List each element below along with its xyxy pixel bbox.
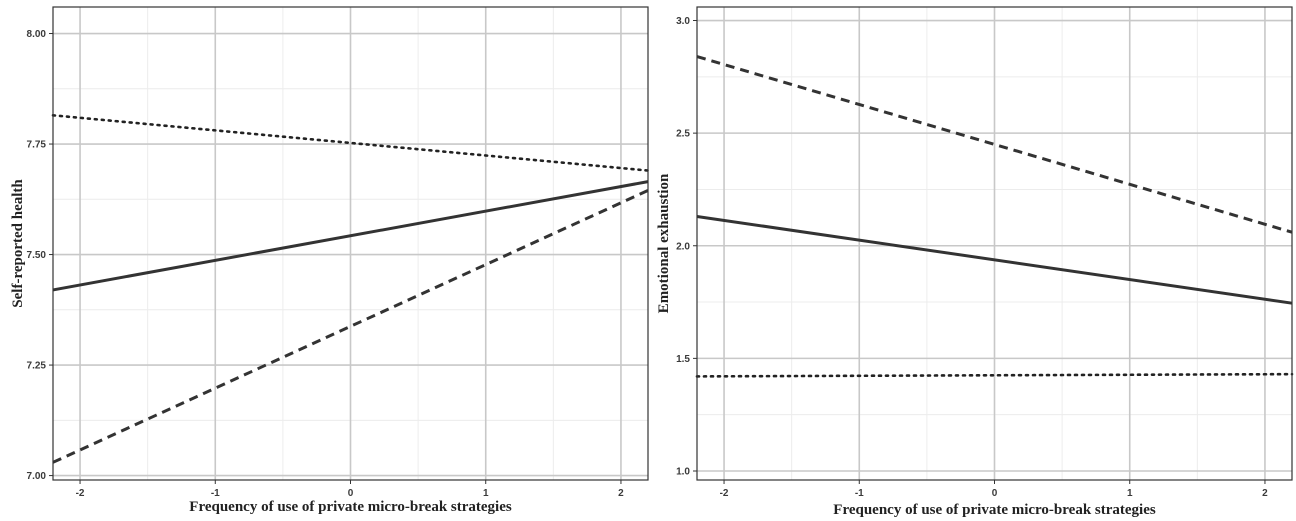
series-lines <box>695 55 1294 378</box>
x-axis-title: Frequency of use of private micro-break … <box>833 502 1156 518</box>
series-line-dashed <box>52 189 649 464</box>
major-gridlines <box>697 7 1292 480</box>
y-tick-label: 7.00 <box>27 471 47 482</box>
x-tick-label: 2 <box>1262 488 1268 499</box>
series-line-solid <box>696 214 1293 305</box>
y-tick-label: 7.75 <box>27 140 47 151</box>
series-line-dotted <box>51 114 650 172</box>
series-line-dashed <box>696 55 1293 234</box>
tick-labels: 1.0 1.5 2.0 2.5 3.0 -2 -1 0 1 2 <box>676 16 1268 499</box>
x-axis-title: Frequency of use of private micro-break … <box>189 499 512 515</box>
tick-labels: 7.00 7.25 7.50 7.75 8.00 -2 -1 0 1 2 <box>27 29 625 499</box>
x-tick-label: 1 <box>483 488 489 499</box>
x-tick-label: 2 <box>618 488 624 499</box>
y-tick-label: 3.0 <box>676 16 690 27</box>
x-tick-label: -1 <box>855 488 864 499</box>
x-tick-label: 1 <box>1127 488 1133 499</box>
x-tick-label: 0 <box>348 488 354 499</box>
y-axis-title: Self-reported health <box>10 179 26 308</box>
y-axis-title: Emotional exhaustion <box>656 173 672 313</box>
y-tick-label: 2.0 <box>676 241 690 252</box>
panel-self-reported-health: 7.00 7.25 7.50 7.75 8.00 -2 -1 0 1 2 Frequency of … <box>10 6 650 515</box>
series-lines <box>51 114 650 464</box>
x-tick-label: -2 <box>76 488 85 499</box>
x-tick-label: -2 <box>720 488 729 499</box>
major-gridlines <box>53 7 648 480</box>
y-tick-label: 1.5 <box>676 354 690 365</box>
y-tick-label: 7.25 <box>27 361 47 372</box>
y-tick-label: 7.50 <box>27 250 47 261</box>
x-tick-label: 0 <box>992 488 998 499</box>
panel-emotional-exhaustion: 1.0 1.5 2.0 2.5 3.0 -2 -1 0 1 2 Frequency of use o… <box>656 6 1294 518</box>
y-tick-label: 2.5 <box>676 129 690 140</box>
y-tick-label: 1.0 <box>676 466 690 477</box>
series-line-dotted <box>695 372 1294 378</box>
series-line-solid <box>52 180 649 292</box>
x-tick-label: -1 <box>211 488 220 499</box>
y-tick-label: 8.00 <box>27 29 47 40</box>
